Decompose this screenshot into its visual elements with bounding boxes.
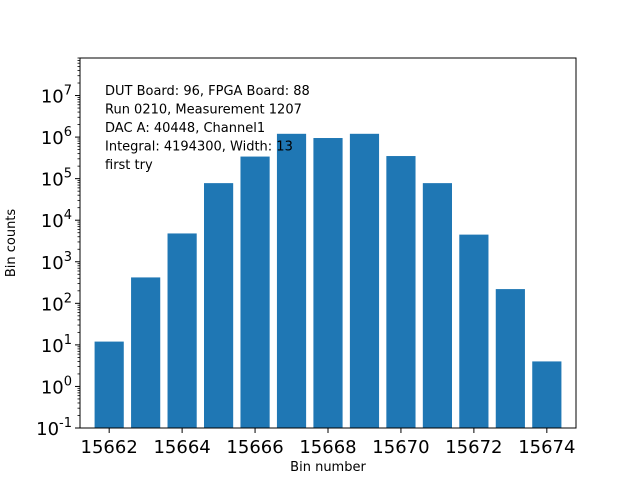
x-tick-label: 15662 <box>81 437 138 458</box>
y-tick-label: 101 <box>41 333 72 357</box>
bar-15670 <box>386 156 416 429</box>
x-tick-label: 15666 <box>226 437 283 458</box>
bar-15668 <box>313 138 343 428</box>
y-tick-label: 100 <box>41 374 72 398</box>
y-tick-label: 102 <box>41 291 72 315</box>
x-tick-label: 15672 <box>445 437 502 458</box>
annotation-block: DUT Board: 96, FPGA Board: 88 Run 0210, M… <box>105 84 310 173</box>
x-tick-label: 15670 <box>372 437 429 458</box>
bar-15662 <box>94 341 124 428</box>
bar-15674 <box>532 361 562 428</box>
y-axis-label: Bin counts <box>4 209 19 278</box>
bars-group <box>94 133 562 429</box>
y-axis-ticks: 10-1 100 101 102 103 104 105 106 107 <box>36 57 80 440</box>
bar-15666 <box>240 156 270 428</box>
bar-15664 <box>167 233 197 428</box>
annotation-line: Integral: 4194300, Width: 13 <box>105 140 293 155</box>
y-tick-label: 107 <box>41 84 72 108</box>
bar-15672 <box>459 234 489 428</box>
annotation-line: first try <box>105 158 153 173</box>
bar-15669 <box>349 133 380 429</box>
bar-15663 <box>131 277 161 428</box>
x-axis-ticks: 15662 15664 15666 15668 15670 15672 15674 <box>81 428 575 458</box>
annotation-line: Run 0210, Measurement 1207 <box>105 103 302 118</box>
bar-15671 <box>422 183 452 428</box>
y-tick-label: 105 <box>41 167 72 191</box>
x-tick-label: 15674 <box>518 437 575 458</box>
annotation-line: DAC A: 40448, Channel1 <box>105 121 265 136</box>
x-tick-label: 15668 <box>299 437 356 458</box>
bar-15665 <box>204 183 234 428</box>
x-tick-label: 15664 <box>153 437 210 458</box>
y-tick-label: 10-1 <box>36 416 72 440</box>
bar-15673 <box>495 289 525 428</box>
annotation-line: DUT Board: 96, FPGA Board: 88 <box>105 84 310 99</box>
y-tick-label: 106 <box>41 125 72 149</box>
bar-15667 <box>276 133 307 429</box>
y-tick-label: 103 <box>41 250 72 274</box>
y-tick-label: 104 <box>41 208 72 232</box>
x-axis-label: Bin number <box>290 460 366 475</box>
